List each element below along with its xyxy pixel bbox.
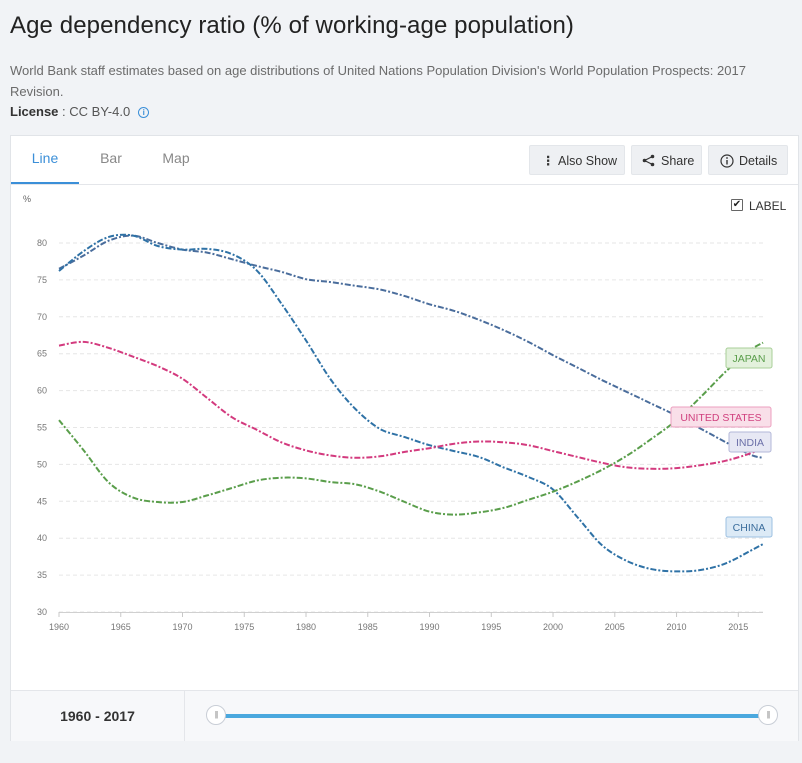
- y-tick-label: 75: [37, 275, 47, 285]
- tab-bar[interactable]: Bar: [100, 150, 122, 166]
- series-label-india: INDIA: [736, 437, 764, 449]
- more-vertical-icon: ⋮: [542, 154, 555, 168]
- range-start-handle[interactable]: |||: [206, 705, 226, 725]
- details-button[interactable]: Details: [708, 145, 788, 175]
- x-tick-label: 1985: [358, 622, 378, 632]
- share-button[interactable]: Share: [631, 145, 702, 175]
- also-show-label: Also Show: [558, 154, 618, 168]
- x-tick-label: 1980: [296, 622, 316, 632]
- y-tick-label: 30: [37, 607, 47, 617]
- y-tick-label: 45: [37, 496, 47, 506]
- y-axis-unit-label: %: [23, 194, 31, 204]
- label-toggle-text: LABEL: [749, 199, 787, 213]
- time-range-bar: 1960 - 2017 ||| |||: [11, 690, 798, 741]
- series-line-china: [58, 233, 764, 573]
- series-line-india: [58, 234, 764, 459]
- x-tick-label: 1970: [172, 622, 192, 632]
- x-tick-label: 1995: [481, 622, 501, 632]
- license-separator: :: [58, 104, 70, 119]
- y-tick-label: 35: [37, 570, 47, 580]
- x-tick-label: 2005: [605, 622, 625, 632]
- y-tick-label: 55: [37, 423, 47, 433]
- range-end: 2017: [103, 708, 135, 724]
- series-label-box-india: [728, 431, 772, 453]
- range-separator: -: [91, 708, 104, 724]
- y-tick-label: 65: [37, 349, 47, 359]
- info-icon[interactable]: i: [138, 107, 150, 118]
- chart-panel: Line Bar Map ⋮ Also Show Share: [10, 135, 799, 741]
- page-title: Age dependency ratio (% of working-age p…: [10, 12, 575, 39]
- source-note: World Bank staff estimates based on age …: [10, 63, 746, 99]
- series-label-china: CHINA: [733, 522, 766, 534]
- series-line-united-states: [58, 340, 764, 470]
- share-icon: [642, 154, 655, 167]
- license-line: License : CC BY-4.0 i: [10, 104, 150, 119]
- x-tick-label: 1975: [234, 622, 254, 632]
- y-tick-label: 40: [37, 533, 47, 543]
- label-checkbox[interactable]: ✔: [731, 199, 743, 211]
- series-line-japan: [58, 341, 764, 516]
- tab-map[interactable]: Map: [162, 150, 190, 166]
- y-tick-label: 50: [37, 459, 47, 469]
- license-value: CC BY-4.0: [69, 104, 131, 119]
- series-label-box-united-states: [670, 406, 772, 428]
- year-range-display: 1960 - 2017: [11, 691, 185, 741]
- series-label-united-states: UNITED STATES: [680, 412, 761, 424]
- y-tick-label: 70: [37, 312, 47, 322]
- x-tick-label: 2000: [543, 622, 563, 632]
- range-slider-track[interactable]: [216, 714, 768, 718]
- y-tick-label: 60: [37, 386, 47, 396]
- series-label-japan: JAPAN: [732, 353, 765, 365]
- view-tabs: Line Bar Map ⋮ Also Show Share: [11, 136, 798, 185]
- series-label-box-china: [725, 516, 773, 538]
- line-chart: % 30 35 40 45 50 55 60 65 70 75 80 1960 1965 1970 1975 1…: [23, 194, 773, 632]
- y-tick-label: 80: [37, 238, 47, 248]
- info-circle-icon: [720, 154, 734, 168]
- x-tick-label: 2010: [667, 622, 687, 632]
- range-start: 1960: [60, 708, 92, 724]
- details-label: Details: [739, 154, 778, 168]
- x-tick-label: 1965: [111, 622, 131, 632]
- series-label-box-japan: [725, 347, 773, 369]
- x-tick-label: 1990: [420, 622, 440, 632]
- x-tick-label: 2015: [728, 622, 748, 632]
- x-tick-label: 1960: [49, 622, 69, 632]
- share-label: Share: [661, 154, 695, 168]
- range-end-handle[interactable]: |||: [758, 705, 778, 725]
- also-show-button[interactable]: ⋮ Also Show: [529, 145, 625, 175]
- tab-line[interactable]: Line: [11, 136, 79, 184]
- license-key: License: [10, 104, 59, 119]
